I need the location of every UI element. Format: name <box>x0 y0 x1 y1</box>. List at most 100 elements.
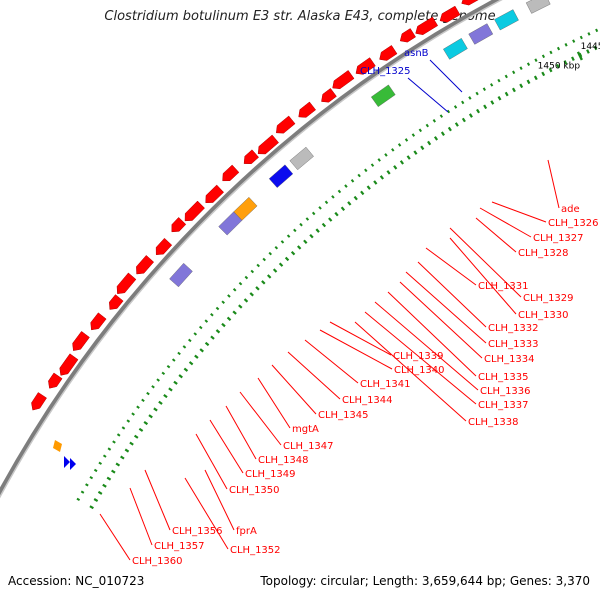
inner-minor-tick <box>107 447 112 451</box>
gene-label-blue: asnB <box>404 48 429 59</box>
gene-label-red: CLH_1344 <box>342 395 393 406</box>
forward-gene-arrow <box>136 255 155 275</box>
minor-tick <box>468 113 473 118</box>
gene-label-leader <box>195 433 228 490</box>
minor-tick <box>360 190 365 196</box>
minor-tick <box>255 286 260 291</box>
inner-minor-tick <box>453 105 458 109</box>
gene-label-blue: CLH_1325 <box>360 66 411 77</box>
minor-tick <box>124 448 130 453</box>
gene-label-red: mgtA <box>292 424 319 435</box>
gene-label-red: CLH_1337 <box>478 400 529 411</box>
inner-minor-tick <box>305 217 310 221</box>
inner-minor-tick <box>364 168 368 173</box>
forward-gene-arrow <box>155 237 173 256</box>
inner-minor-tick <box>198 325 203 330</box>
gene-label-leader <box>407 77 449 113</box>
gene-label-red: CLH_1333 <box>488 339 539 350</box>
minor-tick <box>386 170 391 175</box>
inner-minor-tick <box>76 497 81 502</box>
inner-minor-tick <box>232 288 237 292</box>
gene-label-red: CLH_1329 <box>523 293 574 304</box>
forward-gene-arrow <box>90 312 107 331</box>
inner-minor-tick <box>171 358 176 362</box>
major-tick <box>576 51 583 61</box>
gene-label-leader <box>239 391 282 446</box>
gene-label-red: CLH_1326 <box>548 218 599 229</box>
minor-tick <box>297 245 302 250</box>
inner-minor-tick <box>204 319 209 323</box>
minor-tick <box>215 329 221 334</box>
minor-tick <box>511 87 516 93</box>
minor-tick <box>353 195 358 201</box>
gene-label-red: CLH_1335 <box>478 372 529 383</box>
inner-minor-tick <box>215 306 220 311</box>
inner-minor-tick <box>286 234 291 238</box>
minor-tick <box>221 322 226 328</box>
minor-tick <box>232 310 237 315</box>
minor-tick <box>249 292 254 297</box>
minor-tick <box>290 250 296 256</box>
forward-gene-arrow <box>298 101 317 118</box>
inner-minor-tick <box>89 476 94 480</box>
inner-minor-tick <box>391 148 395 152</box>
gene-label-red: CLH_1339 <box>393 351 444 362</box>
minor-tick <box>328 217 333 222</box>
inner-minor-tick <box>541 54 546 59</box>
minor-tick <box>334 211 339 217</box>
inner-minor-tick <box>587 32 591 36</box>
reverse-gene-box <box>525 0 551 14</box>
gene-label-red: CLH_1336 <box>480 386 531 397</box>
minor-tick <box>284 256 290 262</box>
inner-minor-tick <box>425 123 429 128</box>
minor-tick <box>243 298 249 303</box>
gene-label-leader <box>449 237 517 315</box>
inner-minor-tick <box>126 419 131 423</box>
minor-tick <box>183 367 189 372</box>
gene-label-red: CLH_1328 <box>518 248 569 259</box>
minor-tick <box>153 407 158 412</box>
inner-minor-tick <box>344 184 348 188</box>
gene-label-leader <box>144 469 171 531</box>
gene-label-leader <box>209 419 244 474</box>
inner-minor-tick <box>80 490 85 494</box>
inner-minor-tick <box>161 371 166 376</box>
minor-tick <box>347 201 352 206</box>
inner-minor-tick <box>116 433 121 437</box>
inner-minor-tick <box>497 78 501 83</box>
inner-minor-tick <box>556 46 561 51</box>
inner-minor-tick <box>250 269 255 274</box>
forward-gene-arrow <box>59 353 79 376</box>
forward-gene-arrow <box>332 70 355 90</box>
minor-tick <box>102 483 107 488</box>
inner-minor-tick <box>512 70 516 75</box>
gene-label-leader <box>304 339 359 384</box>
gene-label-red: CLH_1347 <box>283 441 334 452</box>
minor-tick <box>226 316 232 321</box>
minor-tick <box>586 49 590 54</box>
reverse-gene-box <box>218 211 243 236</box>
minor-tick <box>413 150 418 155</box>
minor-tick <box>406 155 411 160</box>
inner-minor-tick <box>262 257 266 262</box>
inner-minor-tick <box>468 96 472 100</box>
minor-tick <box>490 100 495 105</box>
inner-minor-tick <box>256 263 260 268</box>
inner-minor-tick <box>182 345 187 349</box>
minor-tick <box>373 180 378 185</box>
inner-minor-tick <box>112 440 116 444</box>
minor-tick <box>303 239 308 245</box>
minor-tick <box>93 498 99 502</box>
inner-minor-tick <box>274 245 279 250</box>
gene-label-leader <box>204 469 235 531</box>
inner-minor-tick <box>384 153 388 157</box>
inner-minor-tick <box>370 163 375 167</box>
forward-gene-arrow <box>222 164 240 182</box>
inner-minor-tick <box>397 143 402 147</box>
minor-tick <box>129 441 134 446</box>
tick-label: 1445 kbp <box>581 42 600 52</box>
gene-label-leader <box>387 291 477 377</box>
forward-gene-arrow <box>109 294 124 310</box>
forward-gene-arrow <box>355 57 376 75</box>
minor-tick <box>321 222 327 228</box>
